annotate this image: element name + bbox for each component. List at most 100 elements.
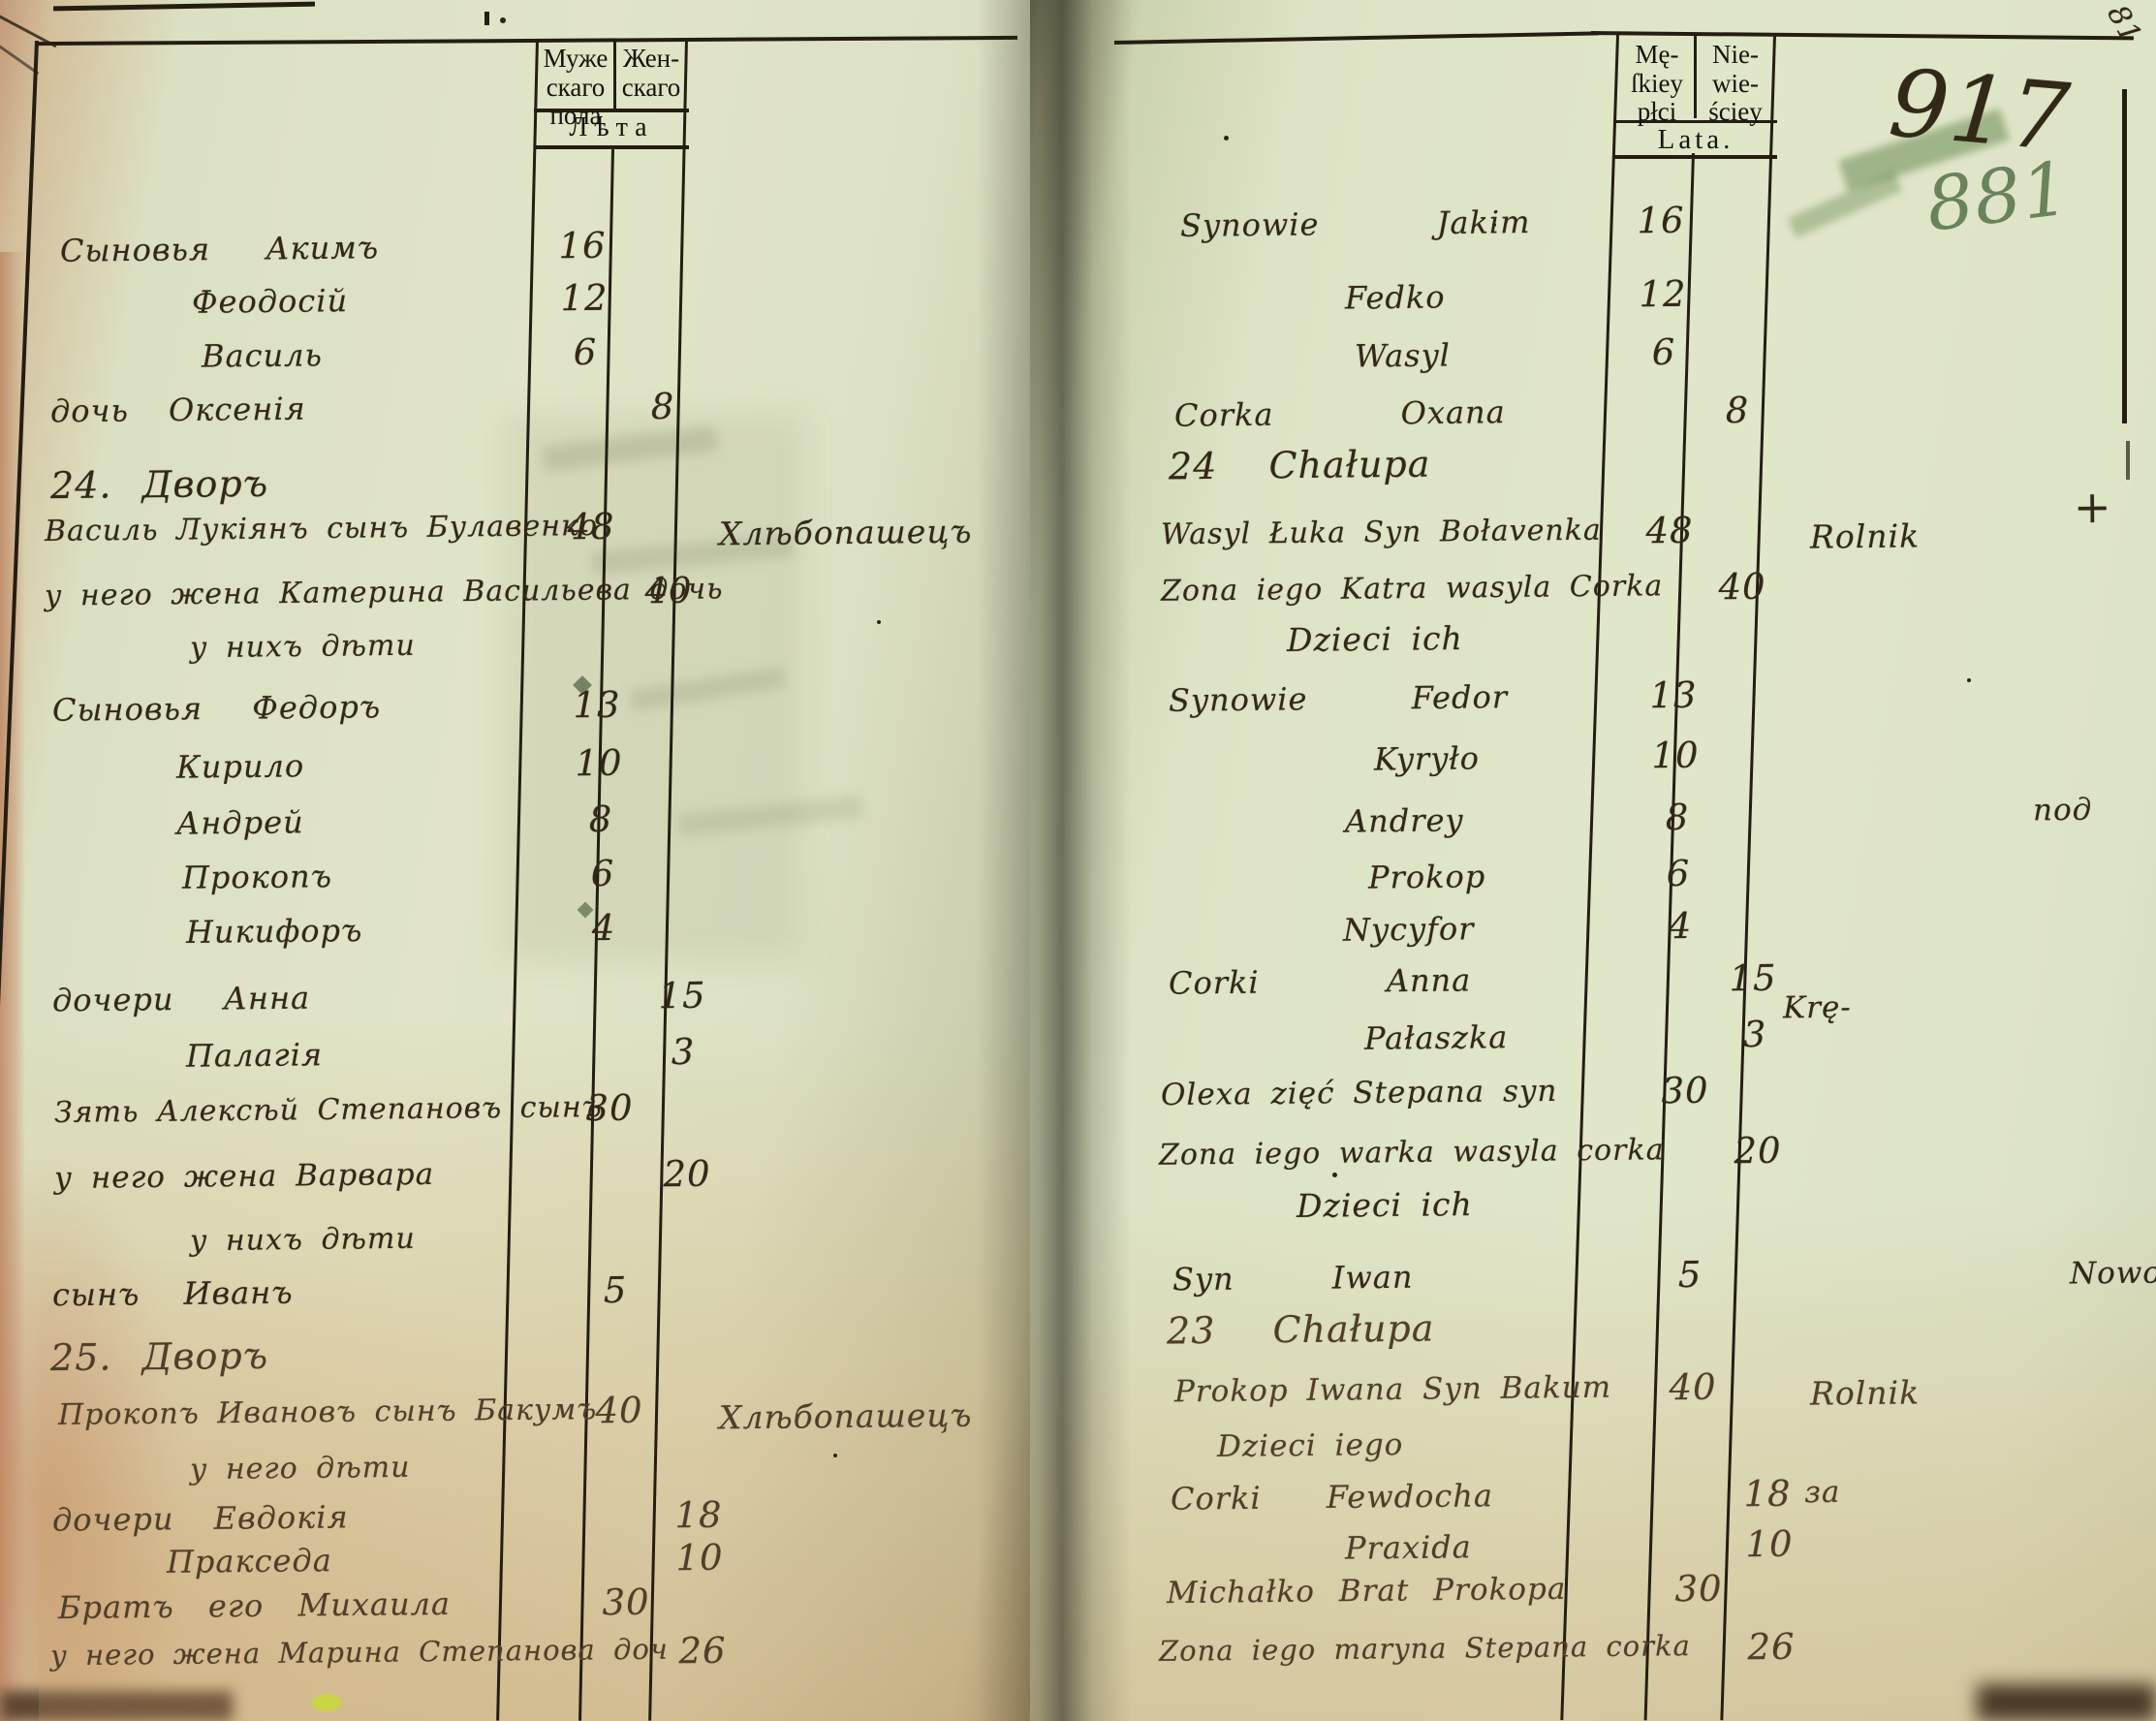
table-rule-line xyxy=(1694,35,1697,118)
entry-name: 25. Дворъ xyxy=(49,1333,269,1380)
entry-age-male: 16 xyxy=(558,224,607,267)
entry-name: Василь Лукіянъ сынъ Булавенко xyxy=(44,509,599,548)
entry-age-female: 26 xyxy=(678,1629,727,1673)
entry-name: Зять Алексѣй Степановъ сынъ xyxy=(53,1090,603,1130)
book-gutter-shadow xyxy=(977,0,1132,1721)
entry-age-male: 16 xyxy=(1637,199,1685,242)
right-header-years-label: Lata. xyxy=(1657,124,1734,155)
entry-name: Пракседа xyxy=(166,1542,332,1580)
entry-name: Prokop Iwana Syn Bakum xyxy=(1173,1369,1612,1410)
entry-age-male: 48 xyxy=(1645,509,1694,552)
folio-number-green: 881 xyxy=(1922,144,2075,248)
entry-name: дочери Евдокія xyxy=(51,1498,349,1539)
entry-age-male: 30 xyxy=(1661,1069,1709,1112)
entry-age-female: 20 xyxy=(1734,1129,1782,1173)
entry-age-male: 30 xyxy=(585,1086,634,1130)
entry-name: Wasyl xyxy=(1354,336,1452,375)
entry-name: дочь Оксенія xyxy=(49,390,306,430)
entry-name: сынъ Иванъ xyxy=(51,1273,294,1314)
entry-name: Praxida xyxy=(1344,1528,1472,1567)
table-rule-line xyxy=(1614,155,1777,159)
margin-note: за xyxy=(1803,1474,1841,1511)
table-rule-line xyxy=(2122,89,2127,423)
entry-age-male: 6 xyxy=(590,852,615,895)
entry-name: Wasyl Łuka Syn Bołavenka xyxy=(1160,513,1602,552)
entry-name: Kyryło xyxy=(1373,739,1481,778)
entry-name: Syn Iwan xyxy=(1172,1258,1414,1299)
entry-name: Zona iego Katra wasyla Corka xyxy=(1160,569,1664,609)
entry-name: Сыновья Федоръ xyxy=(51,688,382,729)
table-rule-line xyxy=(484,12,489,25)
entry-name: Zona iego warka wasyla corka xyxy=(1158,1133,1665,1173)
entry-age-male: 48 xyxy=(567,505,615,548)
entry-age-female: 3 xyxy=(1742,1013,1767,1056)
entry-name: у него жена Варвара xyxy=(53,1156,435,1197)
entry-age-female: 26 xyxy=(1747,1625,1796,1669)
entry-name: Dzieci iego xyxy=(1216,1426,1404,1465)
entry-age-female: 15 xyxy=(658,974,706,1017)
entry-age-female: 15 xyxy=(1729,956,1777,1000)
entry-age-male: 6 xyxy=(1666,852,1691,895)
entry-name: Pałaszka xyxy=(1363,1018,1509,1057)
entry-name: Прокопъ Ивановъ сынъ Бакумъ xyxy=(57,1392,598,1432)
entry-name: Кирило xyxy=(175,747,305,786)
entry-name: Андрей xyxy=(175,803,304,842)
entry-occupation: Хлѣбопашецъ xyxy=(718,1395,973,1437)
entry-age-male: 10 xyxy=(1651,734,1700,777)
entry-name: дочери Анна xyxy=(51,979,311,1019)
entry-age-male: 40 xyxy=(1669,1365,1717,1409)
margin-note: Nowo xyxy=(2069,1255,2156,1292)
entry-name: Dzieci ich xyxy=(1286,619,1463,659)
entry-name: Zona iego maryna Stepana corka xyxy=(1158,1629,1692,1668)
entry-age-male: 5 xyxy=(603,1268,628,1312)
entry-age-female: 20 xyxy=(663,1152,711,1196)
entry-occupation: Хлѣбопашецъ xyxy=(718,512,973,553)
entry-name: Dzieci ich xyxy=(1296,1185,1473,1225)
entry-age-female: 10 xyxy=(675,1536,724,1580)
entry-age-male: 6 xyxy=(1651,330,1676,374)
entry-age-female: 8 xyxy=(650,385,675,428)
entry-name: Палагія xyxy=(185,1036,324,1075)
entry-name: 23 Chałupa xyxy=(1166,1306,1435,1353)
entry-name: Братъ его Михаила xyxy=(57,1584,452,1627)
entry-occupation: Rolnik xyxy=(1809,516,1921,556)
left-header-female-column-label: Жен- скаго xyxy=(621,44,681,102)
entry-name: Olexa zięć Stepana syn xyxy=(1160,1073,1558,1113)
table-rule-line xyxy=(534,145,689,149)
entry-age-female: 40 xyxy=(644,569,693,612)
entry-age-male: 12 xyxy=(1639,272,1687,316)
entry-age-female: 3 xyxy=(671,1030,696,1074)
right-header-male-column-label: Mę- ſkiey płci xyxy=(1631,40,1683,127)
entry-name: у него дѣти xyxy=(189,1450,411,1487)
entry-age-male: 30 xyxy=(1674,1567,1723,1611)
entry-age-female: 40 xyxy=(1718,565,1766,609)
margin-note: Krę- xyxy=(1782,989,1852,1026)
entry-name: Никифоръ xyxy=(185,912,363,951)
right-header-female-column-label: Nie- wie- ściey xyxy=(1708,40,1763,127)
entry-name: Corki Anna xyxy=(1168,961,1472,1002)
entry-name: Michałko Brat Prokopa xyxy=(1166,1571,1567,1611)
entry-age-male: 5 xyxy=(1677,1253,1703,1297)
entry-age-female: 18 xyxy=(674,1493,723,1537)
left-header-male-column-label: Муже скаго пола xyxy=(543,44,609,131)
entry-age-female: 8 xyxy=(1725,389,1750,432)
entry-name: Andrey xyxy=(1344,801,1464,840)
entry-name: 24 Chałupa xyxy=(1168,442,1431,488)
entry-age-male: 40 xyxy=(595,1389,643,1432)
entry-name: Василь xyxy=(201,336,324,375)
entry-name: Corka Oxana xyxy=(1173,393,1506,434)
entry-age-male: 12 xyxy=(560,276,609,320)
entry-age-male: 13 xyxy=(573,683,621,727)
entry-name: Сыновья Акимъ xyxy=(59,229,380,269)
entry-name: Nycyfor xyxy=(1342,910,1475,949)
entry-name: Прокопъ xyxy=(181,858,333,896)
entry-age-male: 8 xyxy=(588,798,613,841)
entry-age-male: 6 xyxy=(573,330,598,374)
entry-age-female: 10 xyxy=(1745,1522,1794,1566)
margin-note: под xyxy=(2032,792,2093,829)
margin-note: + xyxy=(2073,480,2112,534)
entry-age-male: 8 xyxy=(1665,796,1690,839)
entry-name: Prokop xyxy=(1367,858,1486,896)
entry-name: 24. Дворъ xyxy=(49,461,269,508)
